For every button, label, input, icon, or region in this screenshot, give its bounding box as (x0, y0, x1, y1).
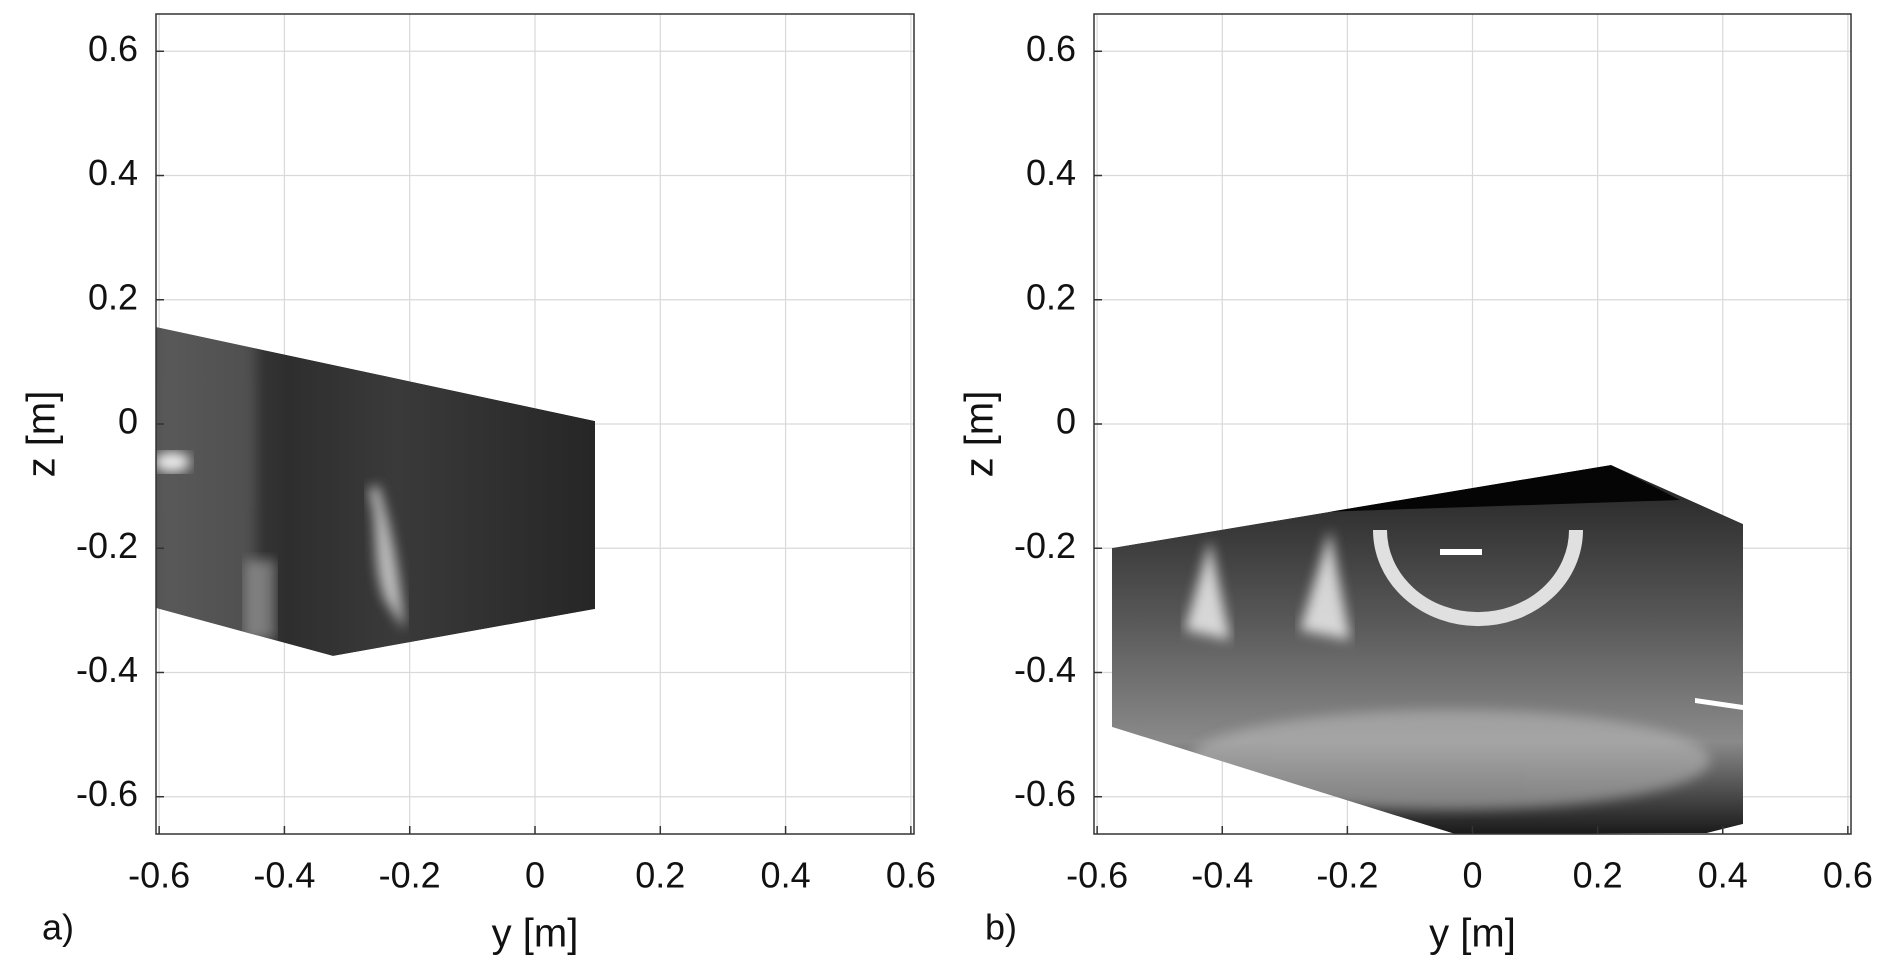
x-tick-label: 0 (525, 855, 545, 896)
texture (156, 327, 256, 656)
highlight (245, 560, 275, 640)
sonar-image (156, 327, 595, 656)
x-tick-label: -0.4 (253, 855, 315, 896)
sonar-image (1112, 465, 1743, 834)
y-tick-label: 0.6 (1026, 28, 1076, 69)
y-tick-label: -0.6 (1014, 773, 1076, 814)
seabed (1190, 710, 1710, 810)
y-tick-label: -0.4 (76, 649, 138, 690)
axes-frame (155, 13, 915, 835)
highlight (1440, 549, 1482, 555)
x-tick-label: 0.6 (1823, 855, 1873, 896)
x-tick-label: -0.2 (1316, 855, 1378, 896)
y-tick-label: 0.2 (1026, 276, 1076, 317)
y-tick-label: -0.2 (1014, 525, 1076, 566)
axes-frame (1093, 13, 1852, 835)
x-tick-label: -0.6 (1066, 855, 1128, 896)
arc (1373, 529, 1583, 627)
y-tick-label: 0 (1056, 401, 1076, 442)
highlight (1695, 698, 1743, 710)
highlight (1300, 530, 1350, 640)
y-tick-label: -0.4 (1014, 649, 1076, 690)
x-tick-label: 0.2 (1573, 855, 1623, 896)
x-tick-label: 0.4 (761, 855, 811, 896)
x-tick-label: 0 (1462, 855, 1482, 896)
panel-label: a) (42, 907, 74, 948)
shadow (1320, 465, 1680, 512)
y-tick-label: 0.4 (1026, 152, 1076, 193)
y-tick-label: 0 (118, 401, 138, 442)
axes: -0.6 -0.4 -0.2 0 0.2 0.4 0.6 -0.6 -0.4 -0.2 0 0.2 0.… (958, 13, 1873, 956)
x-tick-label: -0.6 (128, 855, 190, 896)
y-tick-label: -0.2 (76, 525, 138, 566)
y-tick-label: -0.6 (76, 773, 138, 814)
x-tick-label: -0.4 (1191, 855, 1253, 896)
panel-label: b) (985, 907, 1017, 948)
x-axis-label: y [m] (1429, 912, 1516, 956)
y-axis-label: z [m] (20, 391, 64, 478)
x-tick-label: 0.6 (886, 855, 936, 896)
highlight (1185, 540, 1230, 640)
highlight (156, 452, 190, 472)
y-tick-label: 0.6 (88, 28, 138, 69)
y-axis-label: z [m] (958, 391, 1002, 478)
x-axis-label: y [m] (492, 912, 579, 956)
axes: -0.6 -0.4 -0.2 0 0.2 0.4 0.6 -0.6 -0.4 -0.2 0 0.2 0.… (20, 13, 936, 956)
highlight (368, 485, 405, 630)
x-tick-label: -0.2 (379, 855, 441, 896)
y-tick-label: 0.2 (88, 276, 138, 317)
x-tick-label: 0.2 (635, 855, 685, 896)
y-tick-label: 0.4 (88, 152, 138, 193)
x-tick-label: 0.4 (1698, 855, 1748, 896)
